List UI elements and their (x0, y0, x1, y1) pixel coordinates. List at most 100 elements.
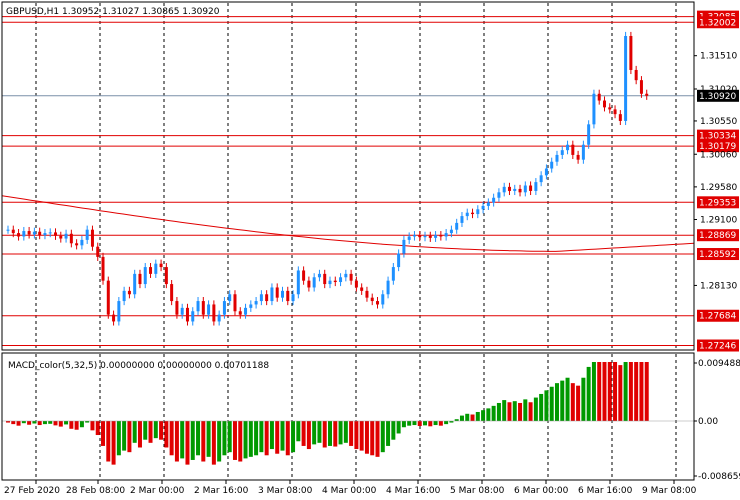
candle-body (423, 235, 427, 238)
macd-bar (465, 413, 470, 421)
price-axis-label: 1.30550 (700, 117, 737, 127)
macd-bar (423, 421, 428, 426)
candle-body (349, 273, 353, 281)
candle-body (64, 233, 68, 239)
macd-bar (143, 421, 148, 440)
candle-body (238, 311, 242, 315)
candle-body (566, 144, 570, 151)
candle-body (254, 301, 258, 305)
macd-bar (137, 421, 142, 448)
macd-bar (391, 421, 396, 440)
time-axis-label: 3 Mar 08:00 (258, 486, 313, 496)
macd-bar (206, 421, 211, 457)
candle-body (544, 168, 548, 176)
macd-bar (644, 362, 649, 421)
candle-body (228, 294, 232, 302)
macd-bar (396, 421, 401, 434)
candle-body (360, 287, 364, 291)
candle-body (449, 229, 453, 234)
macd-bar (222, 421, 227, 456)
candle-body (127, 290, 131, 295)
candle-body (112, 314, 116, 322)
price-tag-label: 1.30179 (699, 142, 736, 152)
candle-body (291, 294, 295, 302)
macd-bar (238, 421, 243, 462)
candle-body (11, 229, 15, 234)
macd-bar (518, 402, 523, 421)
candle-body (286, 290, 290, 302)
candle-body (191, 311, 195, 322)
price-tag-label: 1.27246 (699, 342, 736, 352)
macd-bar (275, 421, 280, 454)
macd-bar (639, 362, 644, 421)
macd-bar (343, 421, 348, 443)
candle-body (465, 212, 469, 217)
candle-body (22, 231, 26, 237)
horizontal-levels (1, 16, 695, 347)
price-tag-label: 1.28592 (699, 250, 736, 260)
macd-bar (201, 421, 206, 462)
macd-bar (370, 421, 375, 456)
candle-body (418, 235, 422, 238)
macd-bar (243, 421, 248, 459)
macd-bar (122, 421, 127, 451)
macd-bar (533, 397, 538, 421)
candle-body (550, 161, 554, 169)
macd-bar (349, 421, 354, 446)
macd-bar (486, 408, 491, 421)
candle-body (275, 287, 279, 298)
price-tag-label: 1.30334 (699, 132, 736, 142)
candle-body (75, 243, 79, 246)
time-axis-label: 6 Mar 16:00 (578, 486, 633, 496)
macd-bar (37, 421, 42, 426)
macd-bar (180, 421, 185, 459)
price-tag-bg (697, 339, 739, 352)
price-tag-label: 1.27684 (699, 312, 736, 322)
macd-bar (101, 421, 106, 446)
macd-bar (560, 380, 565, 421)
macd-bar (48, 421, 53, 424)
macd-bar (502, 400, 507, 421)
macd-bar (338, 421, 343, 445)
moving-average-line (1, 195, 695, 252)
macd-bar (507, 402, 512, 421)
candle-body (32, 231, 36, 235)
candle-body (370, 297, 374, 302)
macd-bar (354, 421, 359, 450)
time-axis-label: 2 Mar 00:00 (130, 486, 185, 496)
macd-bar (359, 421, 364, 451)
candle-body (439, 235, 443, 237)
candle-body (460, 216, 464, 223)
macd-axis-label: -0.008659 (698, 472, 740, 482)
candle-body (602, 100, 606, 108)
macd-bar (90, 421, 95, 431)
candle-body (608, 107, 612, 110)
candle-body (534, 182, 538, 191)
macd-bar (259, 421, 264, 453)
candle-body (376, 301, 380, 305)
price-axis-label: 1.28130 (700, 281, 737, 291)
candle-body (302, 270, 306, 281)
price-axis-label: 1.29100 (700, 216, 737, 226)
macd-bar (153, 421, 158, 439)
candle-body (428, 235, 432, 238)
candle-body (222, 301, 226, 315)
price-tag-bg (697, 196, 739, 209)
candle-body (328, 280, 332, 285)
candle-body (307, 280, 311, 288)
macd-bar (280, 421, 285, 451)
candle-body (48, 232, 52, 234)
candle-body (185, 307, 189, 322)
macd-bar (407, 421, 412, 426)
candle-body (201, 301, 205, 315)
price-axis: 1.320851.320021.315101.310201.309201.305… (694, 10, 740, 482)
macd-bar (232, 421, 237, 460)
macd-bar (333, 421, 338, 447)
candle-body (560, 150, 564, 155)
macd-bar (190, 421, 195, 460)
macd-bar (312, 421, 317, 445)
candle-body (354, 280, 358, 288)
